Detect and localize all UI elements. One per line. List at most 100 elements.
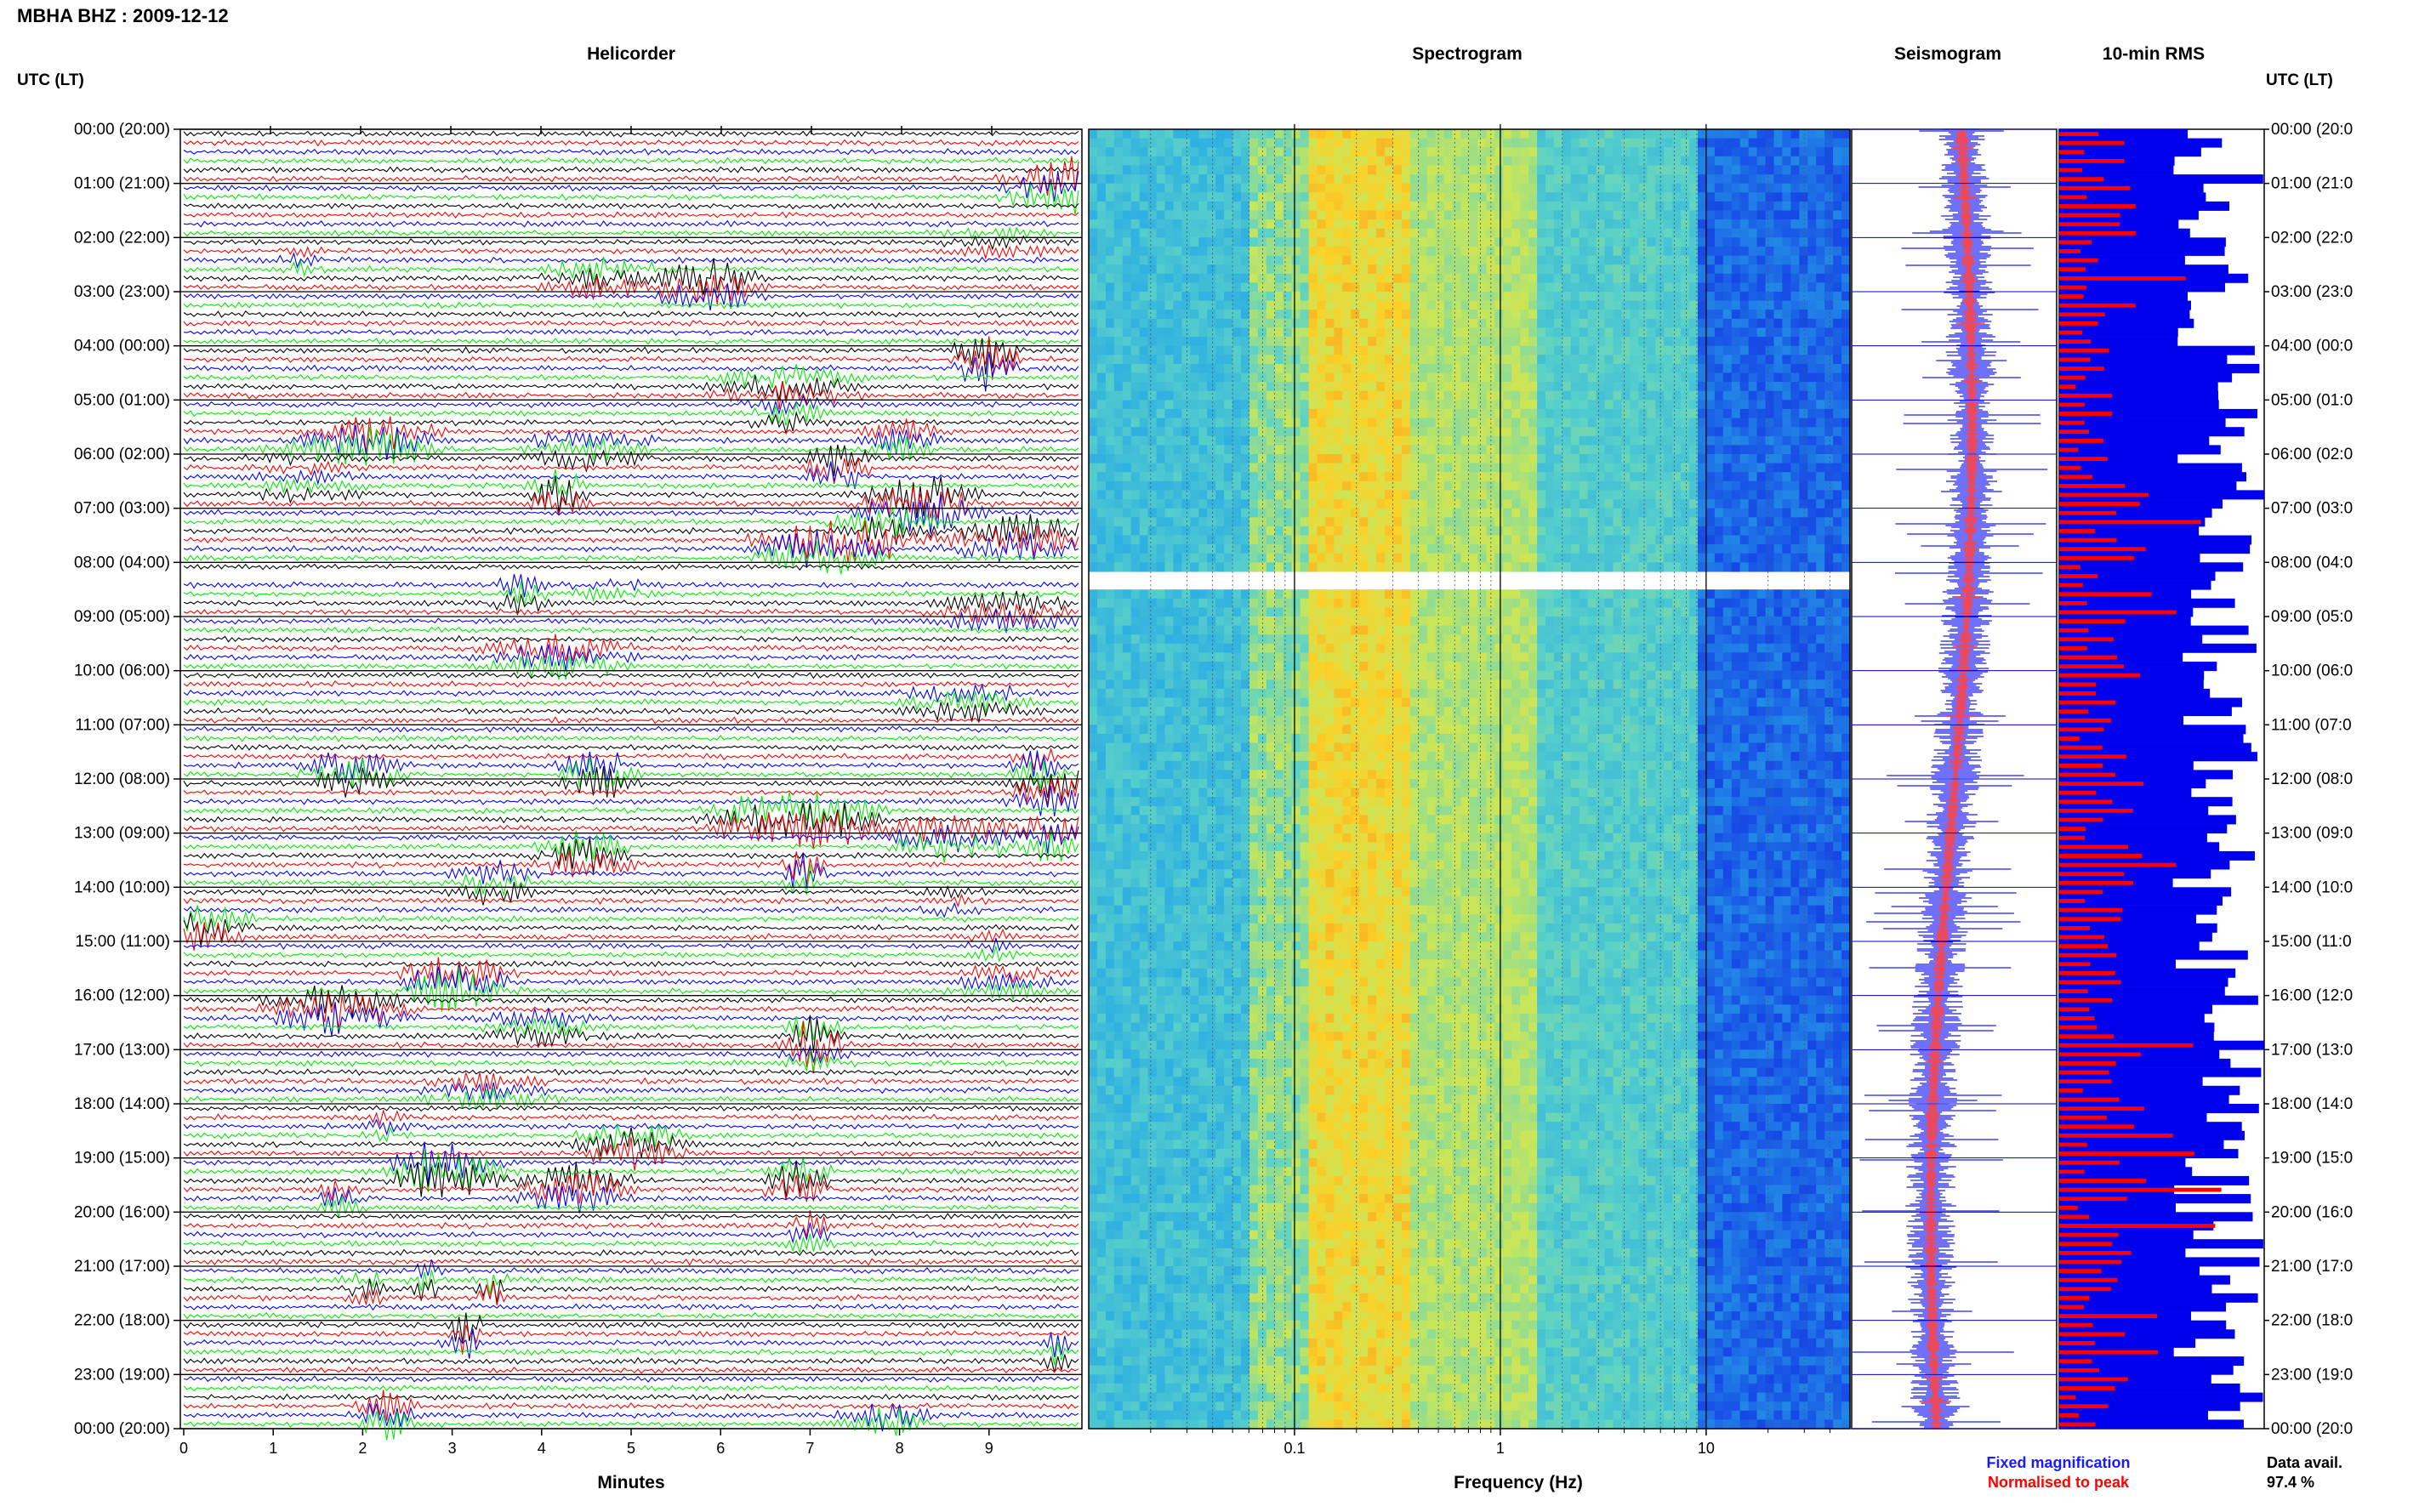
spectrogram-cell [1241, 174, 1250, 185]
spectrogram-cell [1241, 147, 1250, 157]
spectrogram-cell [1122, 535, 1132, 545]
spectrogram-cell [1232, 174, 1242, 185]
spectrogram-cell [1782, 201, 1791, 212]
spectrogram-cell [1105, 255, 1115, 265]
spectrogram-cell [1317, 427, 1326, 437]
spectrogram-cell [1113, 499, 1124, 509]
spectrogram-cell [1469, 210, 1478, 220]
spectrogram-cell [1739, 273, 1750, 283]
helicorder-trace [183, 1173, 1079, 1204]
spectrogram-cell [1122, 463, 1132, 473]
spectrogram-cell [1308, 310, 1318, 320]
spectrogram-cell [1765, 246, 1775, 257]
spectrogram-cell [1368, 607, 1377, 617]
spectrogram-cell [1630, 400, 1639, 410]
spectrogram-cell [1705, 445, 1716, 455]
spectrogram-cell [1156, 310, 1166, 320]
spectrogram-cell [1816, 390, 1825, 401]
spectrogram-cell [1105, 300, 1115, 310]
spectrogram-cell [1816, 408, 1825, 419]
spectrogram-cell [1638, 544, 1648, 554]
spectrogram-cell [1773, 156, 1783, 166]
spectrogram-cell [1587, 598, 1597, 608]
spectrogram-cell [1807, 273, 1817, 283]
spectrogram-cell [1291, 589, 1301, 600]
spectrogram-cell [1393, 183, 1403, 193]
spectrogram-cell [1105, 535, 1115, 545]
spectrogram-cell [1139, 408, 1149, 419]
spectrogram-cell [1782, 183, 1791, 193]
spectrogram-cell [1748, 463, 1758, 473]
spectrogram-cell [1672, 174, 1682, 185]
spectrogram-cell [1705, 264, 1716, 275]
figure-title: MBHA BHZ : 2009-12-12 [17, 5, 229, 26]
spectrogram-cell [1756, 553, 1767, 563]
spectrogram-cell [1486, 174, 1495, 185]
spectrogram-cell [1122, 472, 1132, 482]
spectrogram-cell [1232, 201, 1242, 212]
spectrogram-cell [1587, 589, 1597, 600]
spectrogram-cell [1503, 246, 1512, 257]
spectrogram-cell [1241, 327, 1250, 338]
spectrogram-cell [1190, 463, 1199, 473]
spectrogram-cell [1537, 625, 1546, 635]
spectrogram-cell [1435, 526, 1445, 537]
spectrogram-cell [1308, 472, 1318, 482]
spectrogram-cell [1274, 390, 1284, 401]
spectrogram-cell [1460, 192, 1471, 202]
spectrogram-cell [1426, 264, 1437, 275]
spectrogram-cell [1477, 337, 1487, 347]
spectrogram-cell [1105, 201, 1115, 212]
spectrogram-cell [1105, 237, 1115, 247]
spectrogram-cell [1393, 237, 1403, 247]
helicorder-trace [183, 1109, 1079, 1127]
spectrogram-cell [1494, 183, 1504, 193]
spectrogram-cell [1782, 589, 1791, 600]
spectrogram-cell [1469, 435, 1478, 446]
spectrogram-cell [1105, 526, 1115, 537]
spectrogram-cell [1545, 264, 1555, 275]
spectrogram-cell [1731, 345, 1741, 355]
spectrogram-cell [1351, 617, 1360, 627]
spectrogram-cell [1841, 517, 1851, 527]
helicorder-trace [183, 985, 1079, 1018]
spectrogram-cell [1096, 192, 1107, 202]
spectrogram-cell [1452, 183, 1462, 193]
spectrogram-cell [1232, 390, 1242, 401]
spectrogram-cell [1765, 345, 1775, 355]
spectrogram-cell [1317, 355, 1326, 365]
spectrogram-cell [1698, 156, 1707, 166]
spectrogram-cell [1164, 156, 1174, 166]
spectrogram-cell [1553, 228, 1563, 238]
spectrogram-cell [1511, 255, 1521, 265]
spectrogram-cell [1147, 219, 1158, 230]
spectrogram-cell [1790, 382, 1800, 392]
spectrogram-cell [1130, 228, 1141, 238]
spectrogram-cell [1376, 300, 1386, 310]
spectrogram-cell [1739, 292, 1750, 302]
spectrogram-cell [1689, 517, 1699, 527]
spectrogram-cell [1477, 382, 1487, 392]
spectrogram-cell [1164, 273, 1174, 283]
spectrogram-cell [1130, 246, 1141, 257]
spectrogram-cell [1469, 535, 1478, 545]
spectrogram-cell [1469, 517, 1478, 527]
spectrogram-cell [1409, 445, 1420, 455]
spectrogram-cell [1164, 372, 1174, 383]
spectrogram-cell [1342, 192, 1352, 202]
spectrogram-cell [1621, 201, 1631, 212]
spectrogram-cell [1570, 553, 1580, 563]
spectrogram-cell [1089, 553, 1098, 563]
spectrogram-cell [1215, 337, 1225, 347]
spectrogram-cell [1638, 165, 1648, 175]
spectrogram-cell [1351, 445, 1360, 455]
spectrogram-cell [1613, 544, 1623, 554]
spectrogram-cell [1317, 372, 1326, 383]
spectrogram-cell [1511, 382, 1521, 392]
spectrogram-cell [1494, 408, 1504, 419]
spectrogram-cell [1731, 526, 1741, 537]
spectrogram-cell [1452, 129, 1462, 139]
spectrogram-cell [1503, 310, 1512, 320]
helicorder-trace [183, 881, 1079, 906]
spectrogram-cell [1359, 589, 1369, 600]
